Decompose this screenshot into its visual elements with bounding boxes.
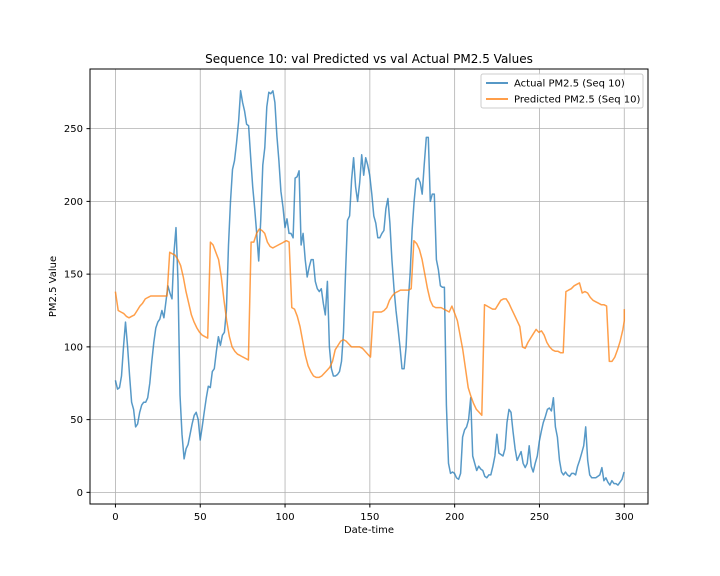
chart-title: Sequence 10: val Predicted vs val Actual…: [205, 52, 533, 66]
x-tick-label: 50: [194, 512, 207, 523]
x-tick-label: 250: [530, 512, 549, 523]
legend-box: [480, 73, 644, 109]
y-tick-label: 50: [70, 415, 83, 426]
predicted-series-line: [114, 228, 626, 417]
series-lines: [114, 90, 626, 486]
y-tick-label: 200: [64, 197, 83, 208]
x-tick-label: 150: [360, 512, 379, 523]
y-tick-label: 0: [77, 488, 83, 499]
grid-lines: [90, 69, 648, 504]
y-tick-label: 150: [64, 270, 83, 281]
x-tick-label: 0: [112, 512, 118, 523]
plot-frame: [89, 68, 649, 505]
x-tick-label: 100: [275, 512, 294, 523]
x-axis-label: Date-time: [344, 525, 394, 536]
y-axis-label: PM2.5 Value: [48, 256, 59, 317]
legend: Actual PM2.5 (Seq 10) Predicted PM2.5 (S…: [480, 73, 644, 109]
axis-ticks: 0 50 100 150 200 250 300 0 50 100 150 200 250: [64, 124, 634, 523]
legend-label-predicted: Predicted PM2.5 (Seq 10): [514, 95, 641, 106]
y-tick-label: 100: [64, 342, 83, 353]
x-tick-label: 300: [615, 512, 634, 523]
actual-series-line: [114, 90, 625, 486]
y-tick-label: 250: [64, 124, 83, 135]
legend-label-actual: Actual PM2.5 (Seq 10): [514, 79, 625, 90]
x-tick-label: 200: [445, 512, 464, 523]
